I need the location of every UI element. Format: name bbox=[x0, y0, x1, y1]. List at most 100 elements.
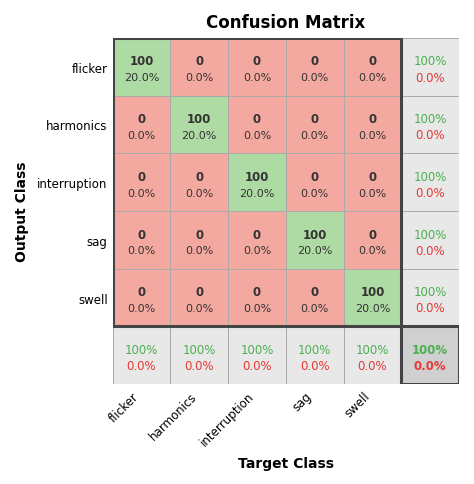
Y-axis label: Output Class: Output Class bbox=[15, 161, 29, 262]
Text: 100%: 100% bbox=[413, 113, 447, 126]
Text: 100: 100 bbox=[187, 113, 211, 126]
Text: 0.0%: 0.0% bbox=[128, 131, 155, 140]
Text: 0.0%: 0.0% bbox=[185, 303, 213, 313]
Text: 20.0%: 20.0% bbox=[182, 131, 217, 140]
Bar bbox=[401, 327, 459, 384]
Text: 0.0%: 0.0% bbox=[301, 303, 329, 313]
Bar bbox=[344, 327, 401, 384]
Bar bbox=[170, 154, 228, 212]
Bar bbox=[170, 327, 228, 384]
Text: 0: 0 bbox=[368, 55, 376, 68]
Bar bbox=[170, 212, 228, 269]
Text: 0: 0 bbox=[195, 286, 203, 299]
Text: 0.0%: 0.0% bbox=[415, 302, 445, 315]
Bar bbox=[112, 154, 170, 212]
Text: 100%: 100% bbox=[356, 343, 389, 356]
Text: 0: 0 bbox=[253, 286, 261, 299]
Text: 20.0%: 20.0% bbox=[297, 246, 332, 256]
Text: 0: 0 bbox=[368, 228, 376, 241]
Text: 0.0%: 0.0% bbox=[185, 188, 213, 198]
Bar bbox=[401, 269, 459, 327]
Text: 0: 0 bbox=[253, 55, 261, 68]
Bar bbox=[344, 269, 401, 327]
Text: 0.0%: 0.0% bbox=[185, 246, 213, 256]
Bar bbox=[286, 96, 344, 154]
Bar bbox=[401, 39, 459, 96]
Text: 0.0%: 0.0% bbox=[415, 71, 445, 84]
Text: 100%: 100% bbox=[298, 343, 331, 356]
Text: 0: 0 bbox=[137, 286, 146, 299]
Bar bbox=[286, 154, 344, 212]
Bar bbox=[286, 269, 344, 327]
Text: 20.0%: 20.0% bbox=[239, 188, 274, 198]
Text: 100: 100 bbox=[245, 170, 269, 183]
Bar bbox=[170, 39, 228, 96]
Text: 0.0%: 0.0% bbox=[357, 360, 387, 373]
Text: 0.0%: 0.0% bbox=[415, 244, 445, 257]
Text: 0: 0 bbox=[195, 228, 203, 241]
Text: 100%: 100% bbox=[412, 343, 448, 356]
Text: 0.0%: 0.0% bbox=[414, 360, 447, 373]
Text: 100%: 100% bbox=[182, 343, 216, 356]
Text: 0.0%: 0.0% bbox=[243, 73, 271, 83]
Text: 0.0%: 0.0% bbox=[358, 73, 386, 83]
Bar bbox=[228, 269, 286, 327]
Text: 0.0%: 0.0% bbox=[127, 360, 156, 373]
Text: 0.0%: 0.0% bbox=[358, 188, 386, 198]
Title: Confusion Matrix: Confusion Matrix bbox=[206, 14, 365, 31]
Text: 0.0%: 0.0% bbox=[243, 303, 271, 313]
Bar bbox=[170, 269, 228, 327]
Text: 100%: 100% bbox=[413, 228, 447, 241]
Text: 0: 0 bbox=[137, 113, 146, 126]
Bar bbox=[401, 154, 459, 212]
Text: 0.0%: 0.0% bbox=[415, 187, 445, 199]
Text: 0.0%: 0.0% bbox=[358, 131, 386, 140]
Bar bbox=[112, 96, 170, 154]
Bar bbox=[344, 39, 401, 96]
Text: 0.0%: 0.0% bbox=[128, 188, 155, 198]
Text: 100: 100 bbox=[129, 55, 154, 68]
Text: 0: 0 bbox=[368, 113, 376, 126]
Bar bbox=[401, 96, 459, 154]
Bar bbox=[112, 327, 170, 384]
Bar bbox=[112, 39, 401, 327]
Text: 0.0%: 0.0% bbox=[301, 73, 329, 83]
Bar bbox=[112, 269, 170, 327]
Bar bbox=[228, 96, 286, 154]
Text: 100: 100 bbox=[360, 286, 384, 299]
Text: 0.0%: 0.0% bbox=[128, 303, 155, 313]
Text: 0: 0 bbox=[310, 55, 319, 68]
Bar bbox=[286, 327, 344, 384]
Text: 0: 0 bbox=[195, 55, 203, 68]
Text: 20.0%: 20.0% bbox=[355, 303, 390, 313]
Bar bbox=[286, 212, 344, 269]
Text: 0.0%: 0.0% bbox=[185, 73, 213, 83]
Bar bbox=[112, 212, 170, 269]
Text: 100%: 100% bbox=[413, 170, 447, 183]
Text: 0.0%: 0.0% bbox=[243, 131, 271, 140]
Text: 0: 0 bbox=[310, 113, 319, 126]
Text: 0: 0 bbox=[310, 170, 319, 183]
Bar bbox=[286, 39, 344, 96]
Text: 0: 0 bbox=[137, 170, 146, 183]
Bar bbox=[401, 212, 459, 269]
Text: 0.0%: 0.0% bbox=[243, 246, 271, 256]
Bar bbox=[112, 39, 170, 96]
Bar bbox=[228, 327, 286, 384]
Bar bbox=[228, 212, 286, 269]
Text: 0: 0 bbox=[310, 286, 319, 299]
Text: 0: 0 bbox=[368, 170, 376, 183]
Bar bbox=[344, 96, 401, 154]
Text: 0.0%: 0.0% bbox=[184, 360, 214, 373]
Bar bbox=[344, 154, 401, 212]
Text: 0.0%: 0.0% bbox=[301, 188, 329, 198]
Bar bbox=[401, 327, 459, 384]
Text: 0.0%: 0.0% bbox=[242, 360, 272, 373]
Text: 0: 0 bbox=[137, 228, 146, 241]
Text: 100%: 100% bbox=[125, 343, 158, 356]
Text: 100%: 100% bbox=[240, 343, 273, 356]
Text: 100: 100 bbox=[302, 228, 327, 241]
Bar bbox=[344, 212, 401, 269]
Text: 0.0%: 0.0% bbox=[358, 246, 386, 256]
Text: 0: 0 bbox=[195, 170, 203, 183]
